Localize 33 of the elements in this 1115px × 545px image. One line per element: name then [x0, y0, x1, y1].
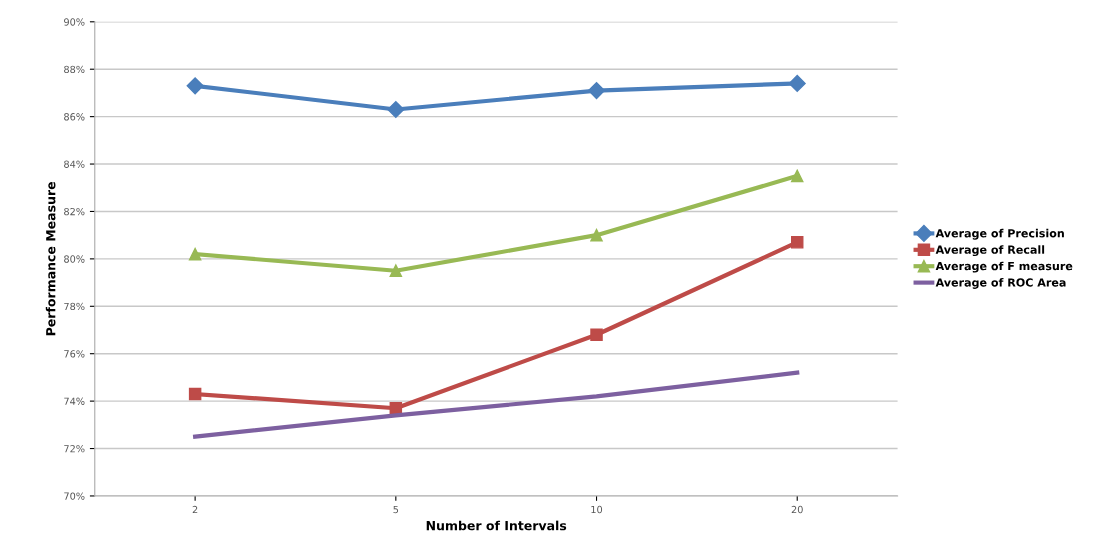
point — [590, 328, 603, 341]
legend-label: Average of ROC Area — [935, 278, 1066, 289]
y-tick-label: 86% — [64, 113, 85, 121]
line-series — [193, 370, 800, 439]
y-tick-label: 82% — [64, 207, 85, 216]
point — [590, 228, 603, 242]
point — [587, 82, 606, 100]
y-tick-label: 72% — [64, 445, 85, 453]
legend-label: Average of Recall — [935, 245, 1045, 257]
point — [188, 387, 202, 401]
point — [389, 264, 403, 277]
point — [387, 100, 405, 119]
y-tick-label: 90% — [64, 18, 85, 26]
point — [788, 74, 806, 92]
y-tick-label: 70% — [64, 492, 85, 500]
x-tick-label: 5 — [393, 505, 399, 514]
legend-label: Average of F measure — [935, 261, 1073, 273]
y-tick-label: 84% — [64, 160, 85, 168]
x-tick-label: 20 — [791, 505, 803, 514]
point — [790, 169, 804, 183]
legend-label: Average of Precision — [935, 228, 1064, 240]
point — [186, 77, 204, 95]
y-tick-label: 76% — [64, 350, 85, 358]
y-tick-label: 74% — [64, 397, 85, 405]
y-tick-label: 88% — [64, 65, 85, 74]
y-tick-label: 78% — [64, 302, 85, 311]
y-tick-label: 80% — [64, 255, 85, 263]
y-axis-title: Performance Measure — [45, 182, 56, 336]
x-tick-label: 2 — [192, 505, 198, 514]
x-tick-label: 10 — [591, 505, 603, 514]
point — [790, 236, 804, 249]
x-axis-title: Number of Intervals — [426, 520, 567, 531]
point — [188, 247, 202, 261]
